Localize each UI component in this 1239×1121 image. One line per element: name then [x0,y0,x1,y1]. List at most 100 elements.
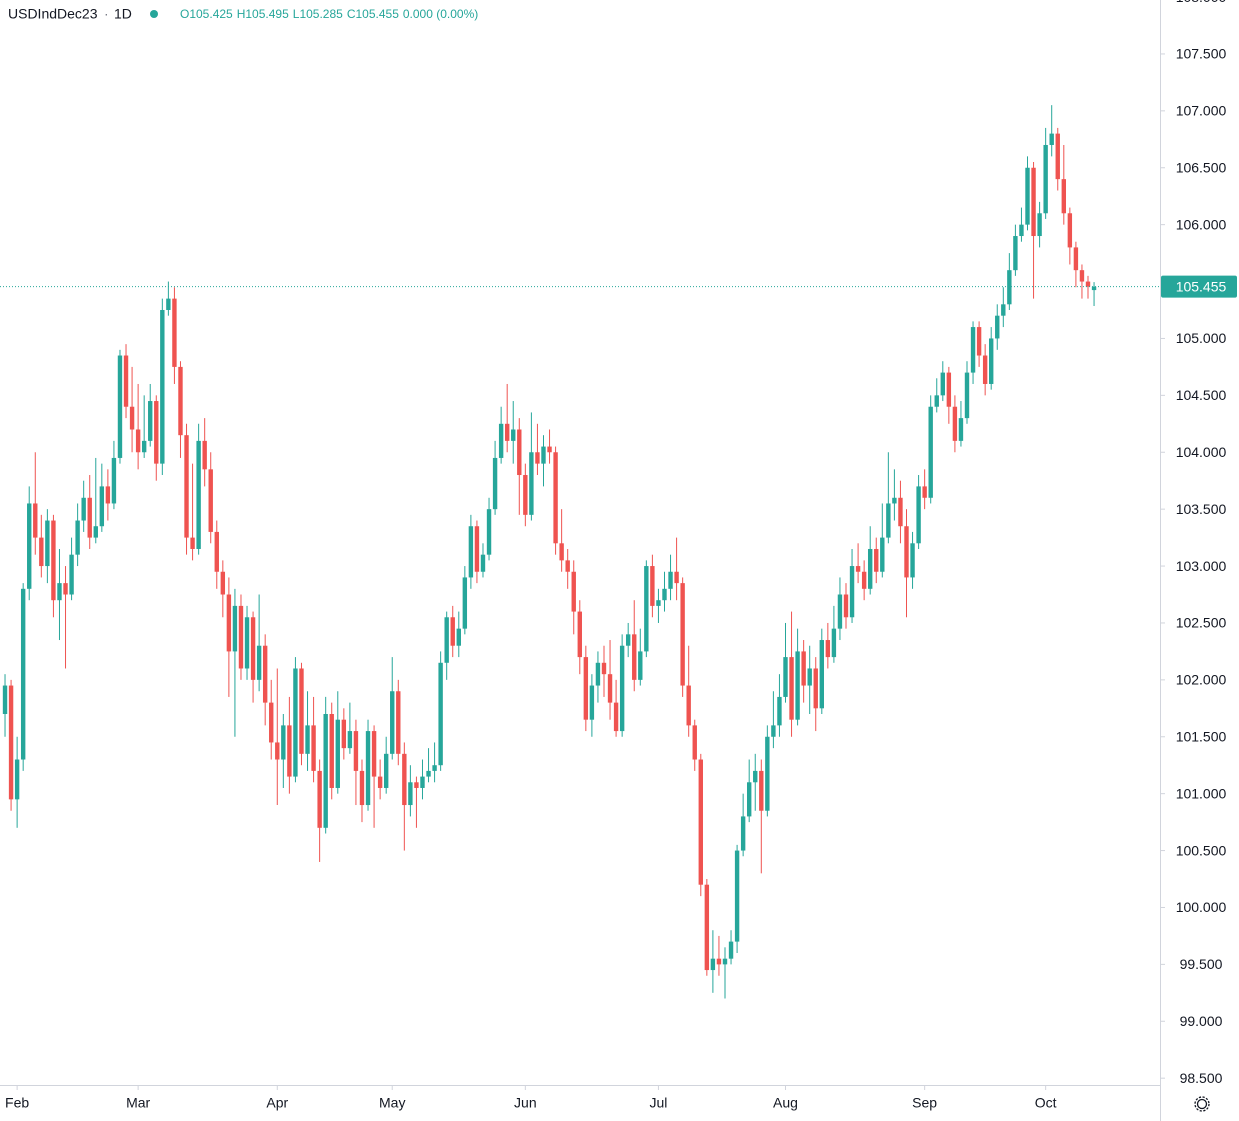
candle-body [946,372,952,407]
candle-body [553,452,558,544]
y-tick-label: 107.000 [1176,103,1227,119]
candle-body [964,372,970,419]
candle-body [831,628,837,658]
candle-body [414,782,419,788]
candle-body [874,548,879,572]
y-tick-label: 98.500 [1180,1070,1223,1086]
candle-body [99,486,105,527]
candle-body [238,605,244,669]
candle-body [402,753,407,806]
quote-value: C105.455 [347,7,399,21]
candle-body [547,446,552,453]
candle-body [480,554,486,572]
candles [2,105,1097,999]
candle-body [922,486,927,498]
candle-body [989,338,994,384]
candle-body [1001,304,1006,316]
candle-body [970,327,976,373]
y-tick-label: 103.500 [1176,501,1227,517]
candle-body [1055,133,1060,180]
candle-body [511,429,516,441]
candle-body [347,731,353,749]
candle-body [105,486,111,504]
candle-body [825,640,831,658]
candle-body [607,674,613,703]
candle-body [535,452,540,464]
y-tick-label: 106.000 [1176,216,1227,232]
x-tick-label: Sep [912,1095,937,1111]
candle-body [1037,213,1042,237]
candle-body [1031,167,1036,237]
candle-body [2,685,8,715]
candle-body [305,725,310,754]
candle-body [982,355,988,384]
candle-body [256,645,262,680]
y-tick-label: 100.000 [1176,899,1227,915]
candle-body [1007,270,1012,305]
candle-body [269,702,274,743]
candle-body [420,776,425,788]
candle-body [287,725,292,777]
candle-body [559,543,564,561]
candle-body [377,776,383,788]
candle-body [1061,179,1067,214]
candle-body [644,566,649,652]
candle-body [898,497,903,527]
candle-body [934,395,939,407]
candle-body [716,958,722,965]
candle-body [196,440,201,549]
y-tick-label: 107.500 [1176,46,1227,62]
candle-body [14,759,20,800]
candle-body [148,401,153,441]
y-tick-label: 101.000 [1176,785,1227,801]
candle-body [396,691,401,754]
candle-body [244,617,250,669]
x-tick-label: Apr [266,1095,288,1111]
y-tick-label: 106.500 [1176,159,1227,175]
candle-body [595,662,601,686]
candle-body [123,355,129,407]
candle-body [1013,236,1018,271]
candle-body [129,406,135,430]
candle-body [765,736,770,811]
candle-body [795,651,800,720]
candle-body [359,770,365,806]
x-tick-label: Oct [1035,1095,1057,1111]
candle-body [668,571,673,589]
candle-body [281,725,286,760]
candle-body [63,583,68,595]
candle-body [928,406,933,498]
separator: · [104,6,109,22]
candle-body [154,401,159,464]
candle-body [710,958,716,971]
y-tick-label: 104.500 [1176,387,1227,403]
candle-body [275,742,280,760]
candle-body [722,958,728,965]
candle-body [759,770,764,811]
candle-body [1067,213,1073,248]
candle-body [117,355,123,458]
candle-body [589,685,595,720]
x-tick-label: Mar [126,1095,150,1111]
candle-body [571,571,576,612]
candle-body [341,719,347,749]
y-tick-label: 100.500 [1176,842,1227,858]
candle-body [498,423,504,458]
candle-body [783,657,788,697]
x-tick-label: May [379,1095,405,1111]
candle-body [583,657,589,720]
candle-body [801,651,806,686]
settings-icon[interactable] [1194,1096,1210,1112]
candle-body [638,651,643,680]
candle-body [492,457,498,510]
candle-body [1043,144,1048,214]
candle-body [214,531,219,572]
candle-body [408,782,413,806]
candle-body [432,765,437,771]
candle-body [692,725,697,760]
candle-body [371,731,377,777]
candle-body [686,685,691,726]
candle-body [166,298,171,310]
candle-body [619,645,625,732]
